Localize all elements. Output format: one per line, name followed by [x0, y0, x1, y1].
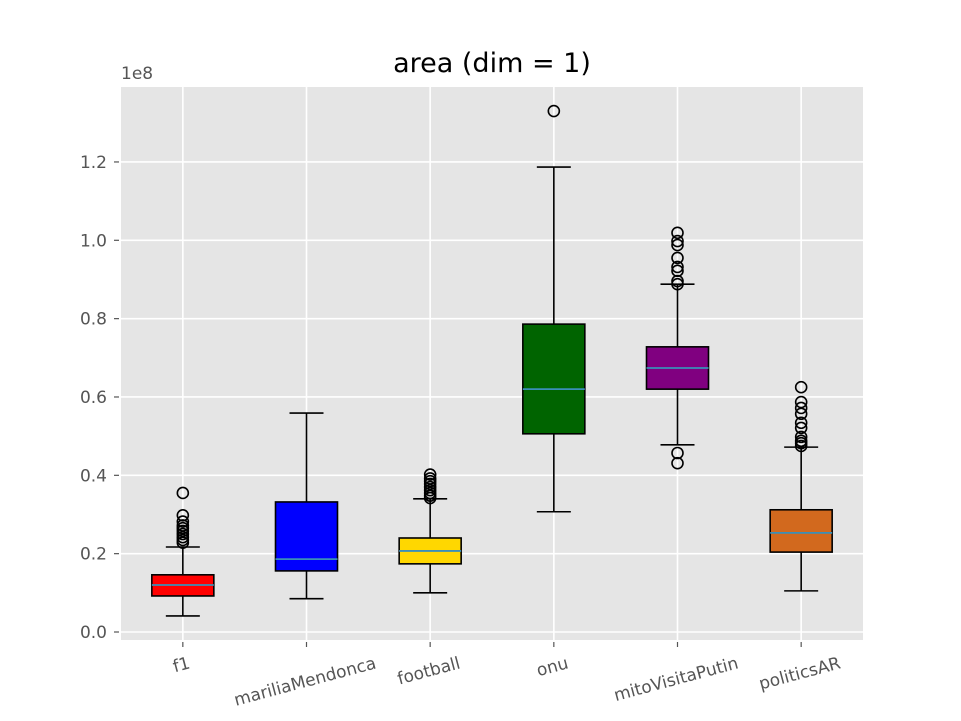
- flier-point: [423, 480, 437, 494]
- x-tick-label: mitoVisitaPutin: [612, 654, 741, 706]
- flier-point: [671, 251, 684, 265]
- flier-point: [671, 238, 684, 252]
- box-mariliaMendonca: [274, 412, 339, 600]
- x-tick-label: football: [395, 654, 462, 690]
- box-iqr: [274, 501, 339, 572]
- flier-point: [794, 395, 808, 409]
- flier-point: [423, 468, 437, 481]
- y-tick-label: 0.6: [80, 388, 107, 408]
- flier-point: [176, 515, 190, 528]
- y-tick-label: 0.2: [80, 545, 107, 565]
- plot-area: [121, 87, 863, 640]
- y-tick-label: 0.0: [80, 623, 107, 643]
- flier-point: [176, 486, 190, 500]
- y-tick-label: 1.0: [80, 231, 107, 251]
- flier-point: [794, 434, 808, 448]
- box-football: [398, 468, 462, 594]
- box-iqr: [769, 508, 833, 553]
- chart-title: area (dim = 1): [393, 48, 591, 79]
- y-axis: 0.0 0.2 0.4 0.6 0.8 1.0 1.2: [80, 153, 119, 643]
- y-tick-label: 1.2: [80, 153, 107, 173]
- flier-point: [794, 421, 808, 435]
- y-tick-label: 0.8: [80, 310, 107, 330]
- flier-point: [423, 472, 437, 485]
- flier-point: [176, 508, 190, 522]
- flier-point: [671, 264, 684, 278]
- flier-point: [794, 401, 808, 415]
- flier-point: [671, 456, 684, 470]
- x-tick-label: mariliaMendonca: [232, 654, 378, 711]
- box-politicsAR: [769, 380, 833, 592]
- flier-point: [794, 380, 808, 394]
- y-tick-label: 0.4: [80, 466, 107, 486]
- flier-point: [794, 416, 808, 430]
- flier-point: [794, 430, 808, 444]
- flier-point: [671, 226, 684, 240]
- flier-point: [547, 104, 561, 118]
- box-f1: [151, 486, 215, 617]
- box-iqr: [522, 323, 586, 435]
- flier-point: [176, 527, 190, 541]
- flier-point: [176, 519, 190, 532]
- flier-point: [671, 274, 684, 288]
- x-tick-label: f1: [171, 654, 192, 678]
- flier-point: [671, 277, 684, 291]
- flier-point: [671, 446, 684, 460]
- flier-point: [671, 260, 684, 274]
- x-axis: f1 mariliaMendonca football onu mitoVisitaPu…: [171, 642, 843, 711]
- x-tick-label: onu: [535, 654, 571, 682]
- flier-point: [671, 234, 684, 248]
- boxes: [151, 104, 833, 617]
- x-tick-label: politicsAR: [757, 653, 843, 694]
- box-onu: [522, 104, 586, 513]
- y-axis-offset-label: 1e8: [121, 64, 153, 84]
- box-mitoVisitaPutin: [645, 226, 710, 470]
